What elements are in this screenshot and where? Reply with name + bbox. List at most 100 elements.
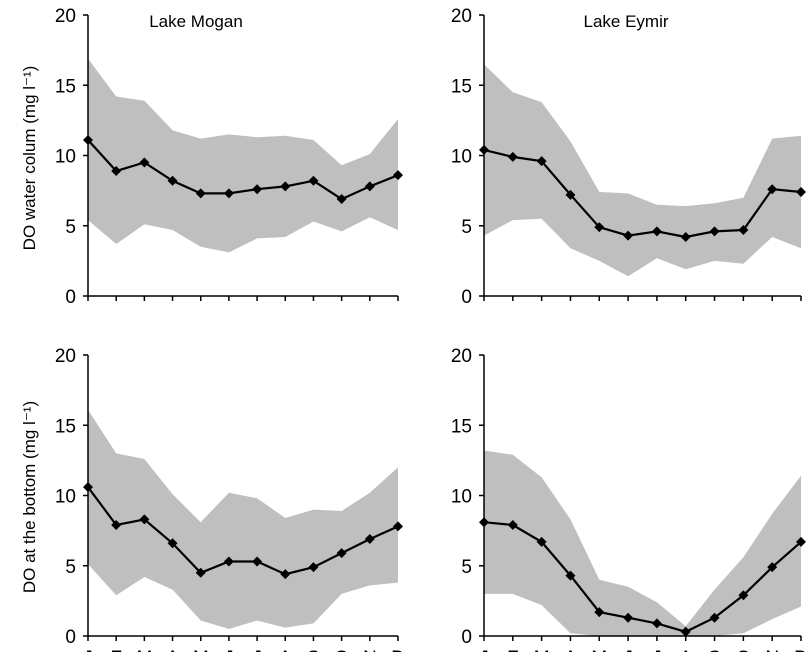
data-point [738, 590, 749, 601]
y-tick-label: 20 [55, 346, 76, 367]
y-tick-label: 5 [461, 557, 472, 578]
y-tick-label: 15 [451, 416, 472, 437]
y-tick-label: 5 [65, 217, 76, 238]
data-point [139, 514, 150, 525]
data-point [536, 156, 547, 167]
data-point [139, 157, 150, 168]
data-point [308, 175, 319, 186]
data-point [364, 534, 375, 545]
series-line [87, 139, 399, 201]
y-tick-label: 15 [55, 76, 76, 97]
x-tick-label: F [507, 648, 519, 652]
data-point [252, 556, 263, 567]
x-tick-label: M [136, 648, 152, 652]
x-tick-label: N [363, 648, 377, 652]
x-tick-label: J [224, 648, 234, 652]
data-point [280, 569, 291, 580]
data-point [623, 230, 634, 241]
y-tick-label: 10 [55, 487, 76, 508]
data-point [651, 226, 662, 237]
x-tick-label: J [252, 648, 262, 652]
y-tick-label: 10 [451, 487, 472, 508]
x-tick-label: D [794, 648, 808, 652]
data-point [565, 189, 576, 200]
data-point [195, 188, 206, 199]
x-tick-label: F [110, 648, 122, 652]
data-point [709, 612, 720, 623]
data-point [767, 184, 778, 195]
data-point [223, 188, 234, 199]
data-point [280, 181, 291, 192]
data-point [651, 618, 662, 629]
y-tick-label: 20 [55, 6, 76, 27]
x-tick-label: J [83, 648, 93, 652]
x-tick-label: S [307, 648, 320, 652]
y-tick-label: 10 [451, 147, 472, 168]
data-point [393, 521, 403, 532]
y-tick-label: 0 [461, 287, 472, 308]
data-point [796, 536, 806, 547]
data-point [623, 612, 634, 623]
data-point [83, 482, 93, 493]
x-tick-label: A [166, 648, 179, 652]
y-tick-label: 0 [461, 627, 472, 648]
data-point [195, 567, 206, 578]
x-tick-label: D [391, 648, 405, 652]
y-axis-title: DO at the bottom (mg l⁻¹) [20, 401, 39, 593]
y-axis-title: DO water colum (mg l⁻¹) [20, 66, 39, 251]
x-tick-label: M [591, 648, 607, 652]
range-band [484, 450, 801, 636]
panel-lake-eymir-water-column: 0 5 10 15 20 Lake Eymir [451, 6, 806, 308]
x-tick-label: A [564, 648, 577, 652]
x-tick-label: M [193, 648, 209, 652]
y-tick-label: 5 [461, 217, 472, 238]
x-tick-label: J [623, 648, 633, 652]
x-tick-label: N [765, 648, 779, 652]
x-tick-label: J [479, 648, 489, 652]
panel-lake-eymir-bottom: 0 5 10 15 20 J F M A M J J A S O N D [451, 346, 808, 652]
data-point [796, 187, 806, 198]
data-point [680, 626, 691, 637]
x-tick-label: A [679, 648, 692, 652]
x-tick-label: O [334, 648, 349, 652]
data-point [393, 170, 403, 181]
data-point [111, 520, 122, 531]
panel-lake-mogan-water-column: 0 5 10 15 20 Lake Mogan DO water colum (mg l⁻¹… [20, 6, 403, 308]
data-point [594, 607, 605, 618]
range-band [88, 409, 398, 629]
range-band [88, 58, 398, 253]
y-tick-label: 15 [451, 76, 472, 97]
y-tick-label: 20 [451, 346, 472, 367]
data-point [594, 222, 605, 233]
data-point [738, 224, 749, 235]
data-point [767, 562, 778, 573]
data-point [565, 570, 576, 581]
panel-lake-mogan-bottom: 0 5 10 15 20 J F M A M J J A S O N D DO at the bottom (mg… [20, 346, 405, 652]
data-point [111, 165, 122, 176]
series-line [87, 486, 399, 576]
y-tick-label: 10 [55, 147, 76, 168]
data-point [479, 517, 489, 528]
x-tick-label: M [534, 648, 550, 652]
series-line [483, 521, 802, 633]
data-point [83, 135, 93, 146]
y-tick-label: 0 [65, 287, 76, 308]
x-tick-label: A [279, 648, 292, 652]
data-point [336, 548, 347, 559]
data-point [536, 536, 547, 547]
y-tick-label: 0 [65, 627, 76, 648]
data-point [252, 184, 263, 195]
data-point [507, 151, 518, 162]
x-tick-label: J [652, 648, 662, 652]
data-point [167, 175, 178, 186]
y-tick-label: 20 [451, 6, 472, 27]
series-line [483, 148, 802, 239]
y-tick-label: 15 [55, 416, 76, 437]
data-point [507, 520, 518, 531]
data-point [709, 226, 720, 237]
data-point [364, 181, 375, 192]
data-point [479, 144, 489, 155]
x-tick-label: O [736, 648, 751, 652]
data-point [680, 231, 691, 242]
